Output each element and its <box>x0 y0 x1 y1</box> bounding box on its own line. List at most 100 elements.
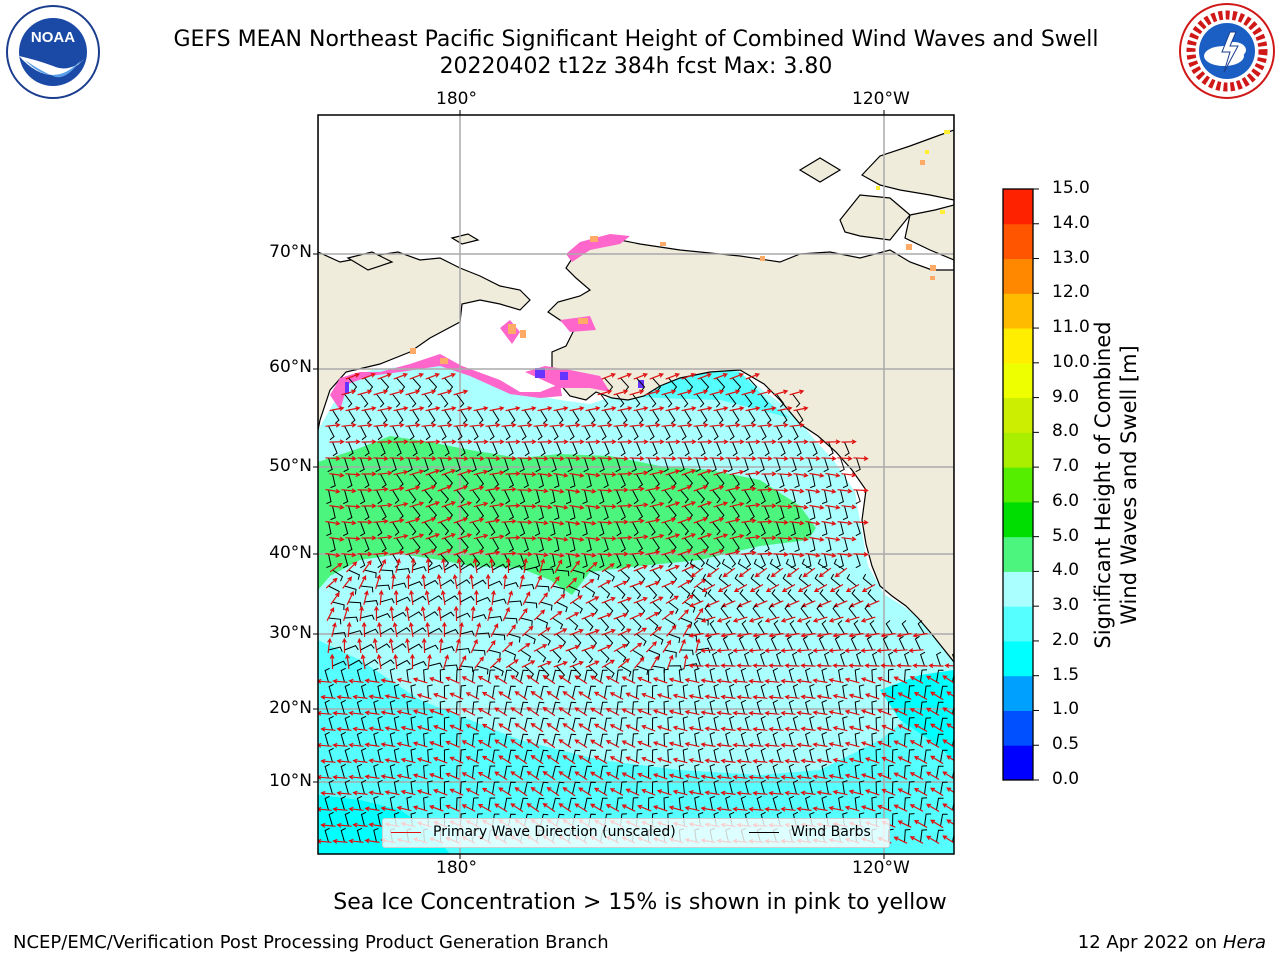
wave-direction-arrow <box>453 389 469 396</box>
colorbar-title-line2: Wind Waves and Swell [m] <box>1117 345 1141 625</box>
wave-direction-arrow <box>601 503 617 509</box>
wind-barb <box>835 589 845 603</box>
wind-barb <box>327 457 333 473</box>
wind-barb <box>603 473 609 489</box>
wave-direction-arrow <box>844 805 860 812</box>
wave-direction-arrow <box>437 485 452 492</box>
wave-direction-arrow <box>361 535 377 541</box>
wind-barb <box>377 779 383 795</box>
wave-direction-arrow <box>514 723 528 733</box>
wave-direction-arrow <box>364 774 380 780</box>
wave-direction-arrow <box>764 616 780 623</box>
wind-barb <box>858 780 865 795</box>
wind-barb <box>377 683 383 699</box>
wave-direction-arrow <box>421 485 437 492</box>
wave-direction-arrow <box>800 663 816 669</box>
wind-barb <box>616 701 624 715</box>
wave-direction-arrow <box>605 804 620 812</box>
wind-barb <box>428 662 443 668</box>
wave-direction-arrow <box>677 580 692 589</box>
wave-direction-arrow <box>625 788 640 796</box>
wind-barb <box>356 827 363 843</box>
wind-barb <box>604 717 612 731</box>
wind-barb <box>582 521 588 537</box>
wind-barb <box>324 731 330 747</box>
wave-direction-arrow <box>380 678 396 684</box>
wind-barb <box>702 573 713 587</box>
wave-direction-arrow <box>860 709 876 716</box>
wind-barb <box>678 668 685 683</box>
wave-direction-arrow <box>332 806 348 812</box>
wind-barb <box>648 700 654 715</box>
wind-barb <box>460 630 475 636</box>
wind-barb <box>456 425 463 441</box>
wave-direction-arrow <box>510 771 524 781</box>
wind-barb <box>668 441 674 457</box>
wave-direction-arrow <box>633 596 648 604</box>
wave-direction-arrow <box>736 663 752 669</box>
wind-barb <box>740 731 747 747</box>
wave-direction-arrow <box>519 574 525 590</box>
wind-barb <box>588 409 596 424</box>
wind-barb <box>391 457 397 473</box>
wind-barb <box>924 685 932 699</box>
wave-direction-arrow <box>678 638 686 654</box>
wind-barb <box>846 573 857 587</box>
wind-barb <box>376 612 391 619</box>
wind-barb <box>412 537 421 552</box>
wind-barb <box>583 457 589 473</box>
wind-barb <box>524 685 533 699</box>
wind-barb <box>460 684 467 699</box>
wave-direction-arrow <box>489 470 505 476</box>
wind-barb <box>456 612 471 619</box>
wave-direction-arrow <box>853 551 869 557</box>
wind-barb <box>920 765 928 779</box>
wave-direction-arrow <box>926 675 940 685</box>
wave-direction-arrow <box>897 788 912 796</box>
wave-direction-arrow <box>378 558 386 573</box>
wave-direction-arrow <box>688 758 704 764</box>
wave-direction-arrow <box>637 676 652 684</box>
wind-barb <box>887 651 894 667</box>
wave-direction-arrow <box>770 567 784 578</box>
wind-barb <box>406 796 412 811</box>
wave-direction-arrow <box>666 624 677 637</box>
wave-direction-arrow <box>825 504 841 510</box>
wave-direction-arrow <box>944 663 954 669</box>
wave-direction-arrow <box>329 536 345 542</box>
wave-direction-arrow <box>477 740 492 749</box>
wind-barb <box>392 611 407 619</box>
wave-direction-arrow <box>565 552 581 558</box>
wind-barb <box>427 716 433 731</box>
wind-barb <box>760 683 766 699</box>
wave-direction-arrow <box>558 803 572 813</box>
wave-direction-arrow <box>453 517 469 524</box>
wind-barb <box>488 615 503 622</box>
wind-barb <box>364 409 372 424</box>
wave-direction-arrow <box>457 469 473 476</box>
wind-barb <box>652 633 664 645</box>
wind-barb <box>456 796 462 811</box>
wind-barb <box>476 665 489 675</box>
wind-barb <box>472 765 479 779</box>
wave-direction-arrow <box>913 820 928 829</box>
wind-barb <box>682 780 689 795</box>
wave-direction-arrow <box>764 710 780 716</box>
wind-barb <box>825 715 831 731</box>
wind-barb <box>892 684 898 699</box>
wave-direction-arrow <box>421 422 437 428</box>
wind-barb <box>855 489 861 505</box>
wave-direction-arrow <box>416 789 432 796</box>
wind-barb <box>393 684 400 699</box>
wind-barb <box>460 780 467 795</box>
wave-direction-arrow <box>844 616 860 623</box>
wave-direction-arrow <box>453 455 469 461</box>
wind-barb <box>444 441 450 457</box>
wave-direction-arrow <box>521 471 537 477</box>
wind-barb <box>392 425 399 441</box>
wind-barb <box>556 409 564 424</box>
wave-direction-arrow <box>412 805 428 812</box>
wind-barb <box>805 731 811 747</box>
wave-direction-arrow <box>864 757 880 764</box>
wave-direction-arrow <box>325 455 341 461</box>
